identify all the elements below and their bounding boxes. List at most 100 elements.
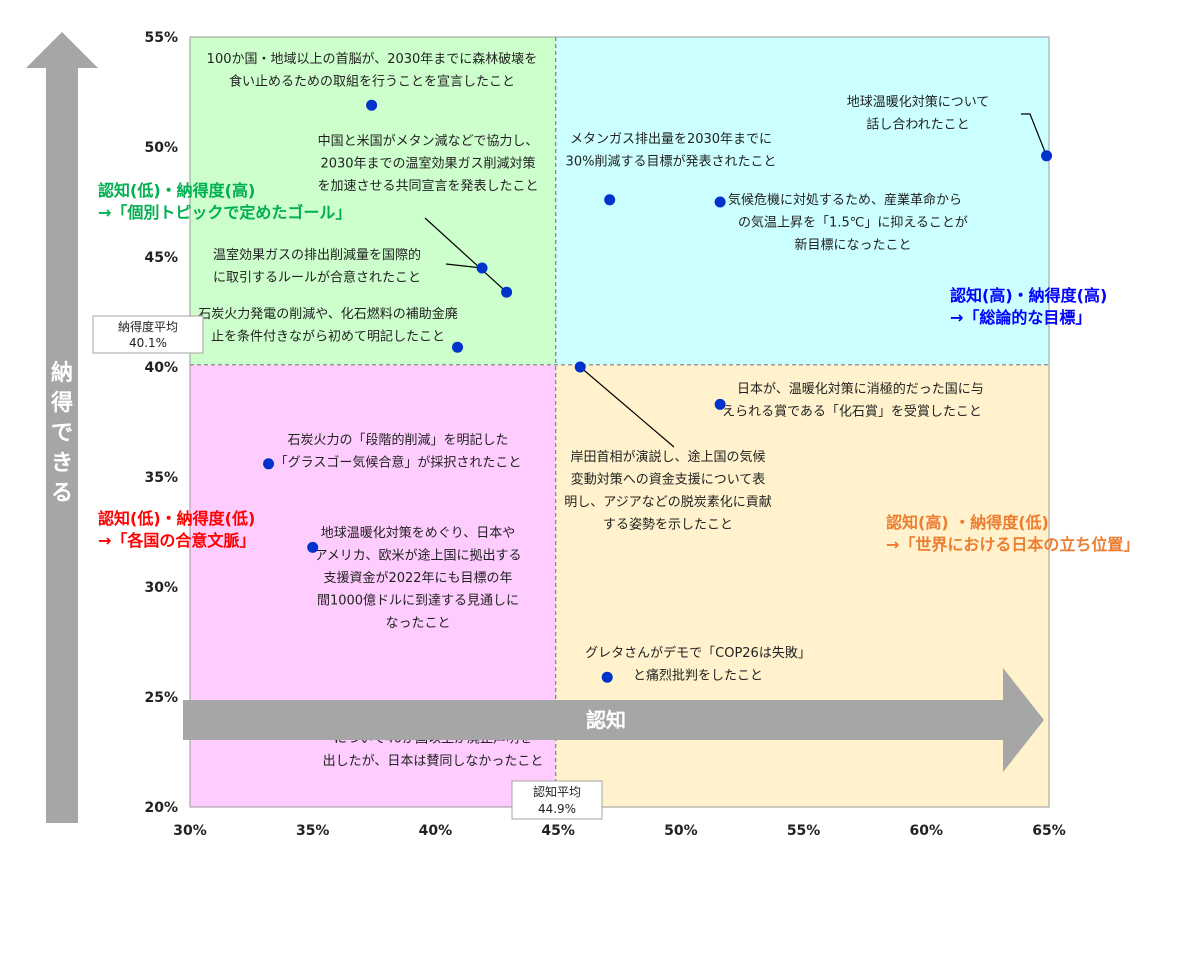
- y-tick-label: 45%: [144, 250, 178, 266]
- quadrant-title-line: →「総論的な目標」: [950, 308, 1091, 327]
- annotation-line: 止を条件付きながら初めて明記したこと: [211, 329, 445, 345]
- data-point: [366, 99, 378, 111]
- x-mean-value: 44.9%: [538, 802, 576, 816]
- y-tick-label: 50%: [144, 140, 178, 156]
- x-mean-title: 認知平均: [533, 784, 581, 799]
- annotation-line: 新目標になったこと: [794, 237, 911, 253]
- point-annotation: グレタさんがデモで「COP26は失敗」と痛烈批判をしたこと: [585, 645, 811, 684]
- data-point: [1041, 150, 1053, 162]
- point-annotation: 地球温暖化対策をめぐり、日本やアメリカ、欧米が途上国に拠出する支援資金が2022…: [314, 525, 521, 631]
- leader-lines: [424, 113, 1048, 448]
- x-tick-label: 40%: [419, 823, 453, 839]
- point-annotation: 岸田首相が演説し、途上国の気候変動対策への資金支援について表明し、アジアなどの脱…: [564, 449, 771, 533]
- quadrant-title: 認知(高) ・納得度(低) →「世界における日本の立ち位置」: [886, 513, 1139, 554]
- y-tick-label: 55%: [144, 30, 178, 46]
- y-tick-label: 20%: [144, 800, 178, 816]
- x-axis-label: 認知: [586, 708, 626, 732]
- point-annotation: 中国と米国がメタン減などで協力し、 2030年までの温室効果ガス削減対策を加速させ…: [317, 133, 538, 194]
- x-tick-label: 65%: [1032, 823, 1066, 839]
- y-tick-label: 35%: [144, 470, 178, 486]
- x-tick-labels: 30% 35% 40% 45% 50% 55% 60% 65%: [173, 823, 1066, 839]
- x-tick-label: 50%: [664, 823, 698, 839]
- leader-line: [579, 366, 675, 448]
- annotation-line: 温室効果ガスの排出削減量を国際的: [213, 247, 421, 263]
- quadrant-title-line: 認知(低)・納得度(低): [98, 509, 255, 528]
- point-annotation: メタンガス排出量を2030年までに 30%削減する目標が発表されたこと: [566, 132, 777, 170]
- quadrant-title: 認知(高)・納得度(高) →「総論的な目標」: [950, 286, 1107, 327]
- y-tick-labels: 20% 25% 30% 35% 40% 45% 50% 55%: [144, 30, 178, 816]
- x-tick-label: 55%: [787, 823, 821, 839]
- annotation-line: 石炭火力の「段階的削減」を明記した: [287, 432, 508, 448]
- annotation-line: 気候危機に対処するため、産業革命から: [728, 192, 962, 208]
- annotation-line: を加速させる共同宣言を発表したこと: [317, 178, 538, 194]
- leader-line: [1021, 113, 1048, 157]
- y-mean-title: 納得度平均: [118, 319, 178, 334]
- annotation-line: えられる賞である「化石賞」を受賞したこと: [722, 405, 982, 420]
- y-axis-label: 納得できる: [50, 360, 73, 506]
- annotation-line: 2030年までの温室効果ガス削減対策: [320, 156, 535, 172]
- annotation-line: 日本が、温暖化対策に消極的だった国に与: [737, 381, 984, 397]
- quadrant-title: 認知(低)・納得度(低) →「各国の合意文脈」: [98, 509, 255, 550]
- x-tick-label: 60%: [910, 823, 944, 839]
- annotation-line: 地球温暖化対策について: [847, 94, 990, 110]
- data-point: [601, 671, 613, 683]
- data-point: [501, 286, 513, 298]
- data-point: [574, 361, 586, 373]
- annotation-line: 100か国・地域以上の首脳が、2030年までに森林破壊を: [207, 52, 538, 67]
- y-mean-label: 納得度平均 40.1%: [92, 315, 204, 354]
- annotation-line: 支援資金が2022年にも目標の年: [323, 570, 512, 586]
- leader-line: [445, 263, 483, 269]
- annotation-line: なったこと: [385, 616, 450, 631]
- data-point: [604, 194, 616, 206]
- quadrant-title-line: 認知(高) ・納得度(低): [886, 513, 1049, 532]
- quadrant-title-line: →「世界における日本の立ち位置」: [886, 535, 1139, 554]
- x-tick-label: 45%: [541, 823, 575, 839]
- point-annotations: 100か国・地域以上の首脳が、2030年までに森林破壊を食い止めるための取組を行…: [198, 52, 989, 769]
- quadrant-low-x-high-y: [190, 37, 556, 365]
- annotation-line: に取引するルールが合意されたこと: [213, 270, 421, 286]
- quadrant-title-line: 認知(高)・納得度(高): [950, 286, 1107, 305]
- annotation-line: 変動対策への資金支援について表: [571, 472, 766, 488]
- data-point: [263, 458, 275, 470]
- annotation-line: 食い止めるための取組を行うことを宣言したこと: [229, 74, 515, 90]
- x-mean-label: 認知平均 44.9%: [511, 780, 603, 820]
- annotation-line: 明し、アジアなどの脱炭素化に貢献: [564, 495, 771, 510]
- x-tick-label: 30%: [173, 823, 207, 839]
- y-axis-arrow: 納得できる: [26, 32, 98, 823]
- quadrant-title-line: 認知(低)・納得度(高): [98, 181, 255, 200]
- data-point: [452, 341, 464, 353]
- plot-frame: [189, 36, 1050, 808]
- annotation-line: 地球温暖化対策をめぐり、日本や: [321, 525, 515, 541]
- quadrant-title-line: →「各国の合意文脈」: [98, 531, 255, 550]
- quadrant-titles: 認知(低)・納得度(高) →「個別トピックで定めたゴール」認知(高)・納得度(高)…: [98, 181, 1139, 554]
- x-axis-arrow: 認知: [183, 668, 1044, 772]
- annotation-line: と痛烈批判をしたこと: [633, 668, 763, 684]
- annotation-line: グレタさんがデモで「COP26は失敗」: [585, 645, 811, 661]
- point-annotation: 100か国・地域以上の首脳が、2030年までに森林破壊を食い止めるための取組を行…: [207, 52, 538, 90]
- point-annotation: 石炭火力の「段階的削減」を明記した「グラスゴー気候合意」が採択されたこと: [275, 432, 522, 471]
- annotation-line: 間1000億ドルに到達する見通しに: [317, 593, 519, 609]
- annotation-line: 話し合われたこと: [866, 117, 969, 133]
- annotation-line: 石炭火力発電の削減や、化石燃料の補助金廃: [198, 306, 458, 322]
- mean-lines: [190, 37, 1049, 807]
- y-tick-label: 40%: [144, 360, 178, 376]
- annotation-line: アメリカ、欧米が途上国に拠出する: [314, 548, 521, 564]
- y-tick-label: 25%: [144, 690, 178, 706]
- quadrant-high-x-low-y: [555, 364, 1049, 807]
- data-point: [714, 398, 726, 410]
- annotation-line: の気温上昇を「1.5℃」に抑えることが: [738, 215, 968, 231]
- mean-labels: 納得度平均 40.1% 認知平均 44.9%: [92, 315, 603, 820]
- quadrant-high-x-high-y: [555, 37, 1049, 365]
- annotation-line: 岸田首相が演説し、途上国の気候: [570, 449, 765, 465]
- annotation-line: 中国と米国がメタン減などで協力し、: [318, 133, 539, 149]
- data-point: [476, 262, 488, 274]
- y-tick-label: 30%: [144, 580, 178, 596]
- annotation-line: 「グラスゴー気候合意」が採択されたこと: [275, 455, 522, 471]
- quadrant-backgrounds: [190, 37, 1049, 807]
- data-point: [307, 541, 319, 553]
